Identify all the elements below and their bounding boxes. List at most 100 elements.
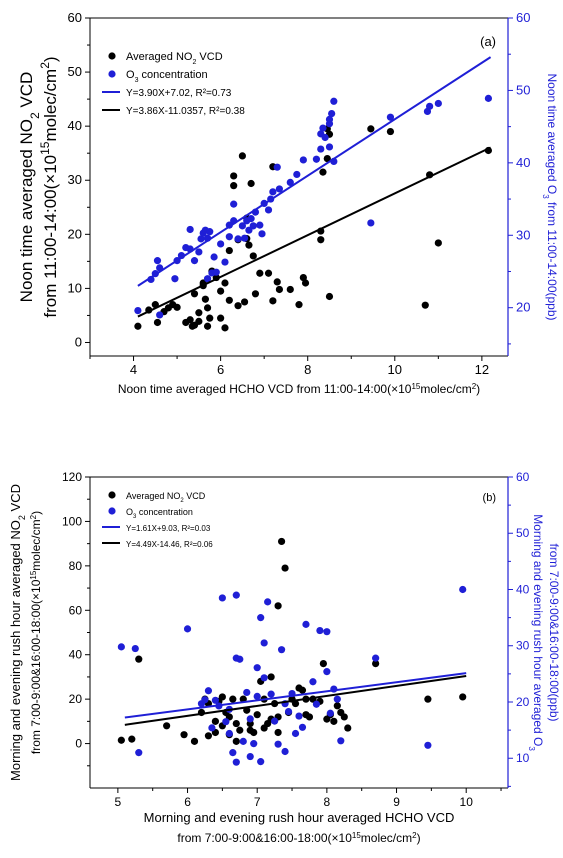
o3-point — [190, 257, 199, 265]
o3-point — [230, 200, 238, 208]
o3-point — [206, 228, 214, 236]
no2-point — [221, 324, 229, 332]
o3-point — [321, 133, 329, 142]
o3-point — [302, 620, 310, 628]
no2-point — [190, 290, 199, 298]
no2-point — [295, 301, 303, 309]
no2-point — [305, 713, 314, 721]
y-left-tick-label: 100 — [62, 514, 82, 528]
no2-point — [340, 713, 348, 721]
no2-point — [275, 285, 284, 294]
o3-point — [284, 707, 293, 716]
no2-point — [229, 695, 237, 703]
o3-point — [317, 145, 325, 153]
o3-point — [323, 668, 331, 676]
no2-point — [274, 728, 282, 737]
no2-point — [253, 711, 261, 719]
y-left-tick-label: 0 — [75, 737, 82, 751]
no2-point — [236, 726, 244, 734]
no2-point — [190, 737, 199, 745]
no2-point — [301, 279, 310, 287]
o3-point — [258, 230, 266, 238]
o3-point — [298, 723, 307, 731]
o3-point — [225, 729, 233, 738]
no2-point — [203, 322, 212, 330]
y-right-tick-label: 20 — [516, 300, 530, 315]
o3-point — [275, 185, 284, 193]
y-left-tick-label: 60 — [68, 10, 82, 25]
o3-fit-line — [137, 56, 492, 287]
no2-fit-line — [124, 674, 467, 726]
no2-point — [238, 152, 246, 160]
o3-point — [293, 170, 301, 179]
o3-point — [269, 188, 277, 196]
y-right-axis-label-line2: from 7:00-9:00&16:00-18:00(ppb) — [547, 543, 561, 721]
o3-fit-line — [124, 672, 467, 719]
no2-point — [211, 717, 219, 725]
y-left-tick-label: 10 — [68, 280, 82, 295]
legend-no2-fit-label: Y=3.86X-11.0357, R²=0.38 — [126, 106, 245, 117]
x-tick-label: 6 — [217, 362, 224, 377]
no2-point — [173, 303, 181, 311]
no2-series — [134, 125, 493, 332]
o3-point — [325, 115, 334, 123]
o3-point — [459, 585, 467, 594]
no2-fit-line — [137, 146, 492, 318]
o3-point — [246, 752, 254, 761]
o3-point — [260, 639, 268, 647]
x-tick-label: 6 — [184, 795, 191, 809]
x-axis-label: Noon time averaged HCHO VCD from 11:00-1… — [118, 382, 480, 397]
o3-point — [210, 253, 218, 261]
legend-o3-label: O3 concentration — [126, 69, 208, 84]
y-left-tick-label: 50 — [68, 64, 82, 79]
o3-point — [197, 235, 205, 243]
y-right-tick-label: 30 — [516, 227, 530, 242]
legend-no2-label: Averaged NO2 VCD — [126, 491, 206, 504]
o3-point — [274, 740, 282, 748]
o3-point — [319, 124, 327, 132]
no2-point — [273, 278, 281, 286]
o3-point — [286, 178, 294, 187]
o3-point — [367, 219, 375, 227]
no2-point — [274, 602, 282, 610]
no2-point — [277, 537, 286, 546]
y-right-axis-label: Noon time averaged O3 from 11:00-14:00(p… — [542, 73, 560, 320]
legend-o3-label: O3 concentration — [126, 507, 193, 520]
o3-point — [309, 678, 317, 686]
o3-point — [312, 700, 321, 708]
y-right-tick-label: 40 — [516, 155, 530, 170]
o3-point — [243, 688, 251, 697]
legend-no2-fit-label: Y=4.49X-14.46, R²=0.06 — [126, 540, 213, 549]
y-left-axis-label-line2: from 11:00-14:00(×1015molec/cm2) — [38, 56, 60, 317]
chart-panel-a: 4 6 8 10 12 0 10 20 30 40 50 60 20 30 40 50 60 (a) Average… — [17, 10, 559, 396]
no2-point — [232, 737, 240, 745]
o3-point — [253, 692, 261, 700]
o3-point — [337, 737, 345, 745]
no2-point — [344, 724, 352, 732]
no2-point — [163, 722, 171, 730]
no2-point — [225, 246, 233, 255]
no2-point — [269, 297, 277, 305]
o3-point — [281, 747, 289, 756]
o3-point — [211, 696, 219, 704]
o3-point — [225, 233, 233, 241]
o3-point — [295, 712, 303, 720]
y-right-tick-label: 40 — [516, 582, 530, 596]
o3-point — [264, 206, 273, 214]
o3-point — [257, 614, 265, 622]
o3-point — [117, 643, 125, 651]
legend-o3-fit-label: Y=3.90X+7.02, R²=0.73 — [126, 88, 232, 99]
y-left-tick-label: 120 — [62, 470, 82, 484]
o3-point — [253, 664, 261, 672]
o3-point — [131, 644, 139, 653]
o3-point — [264, 598, 272, 606]
no2-point — [230, 172, 238, 180]
no2-point — [134, 322, 142, 330]
no2-point — [221, 279, 229, 287]
no2-point — [333, 702, 341, 710]
no2-point — [195, 309, 203, 317]
o3-point — [195, 248, 203, 256]
no2-series — [117, 537, 467, 745]
o3-point — [434, 99, 442, 108]
y-left-tick-label: 40 — [68, 118, 82, 133]
